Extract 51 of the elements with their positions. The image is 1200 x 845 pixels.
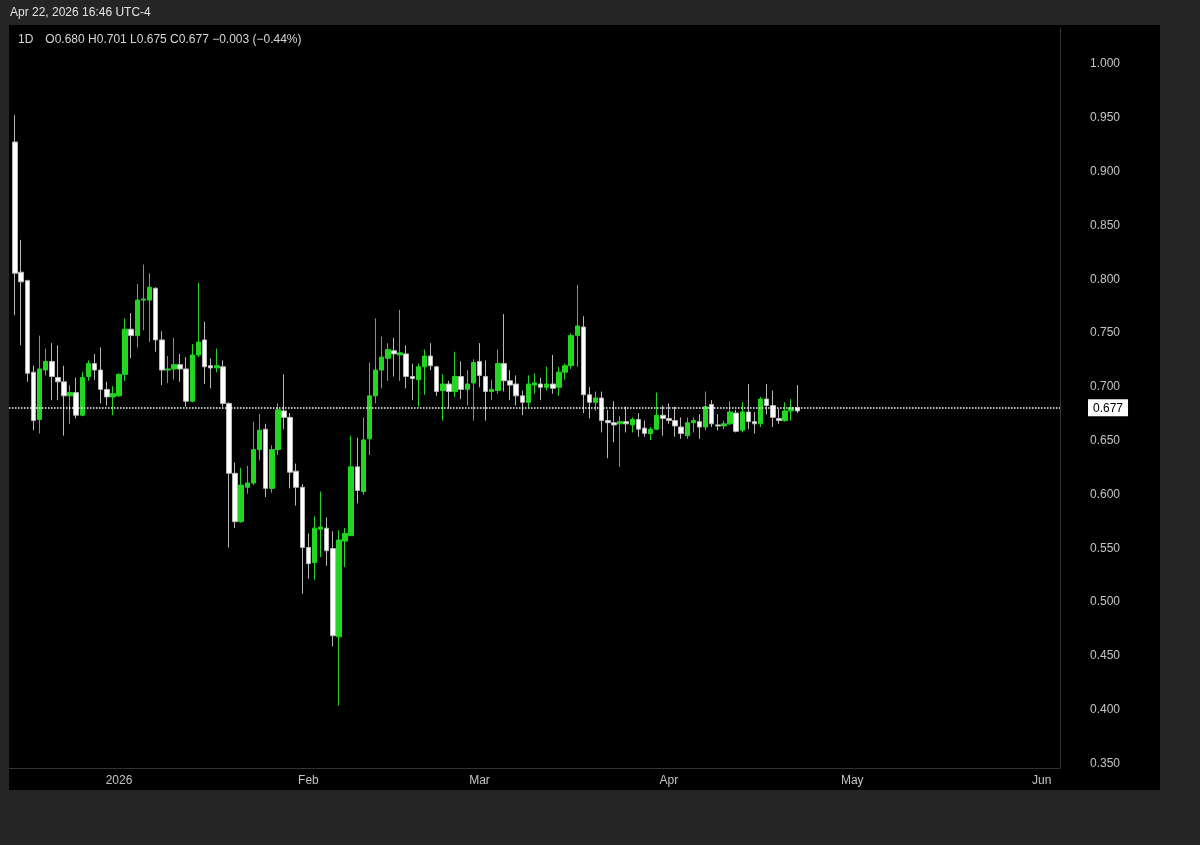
y-tick-label: 0.350 xyxy=(1090,755,1121,770)
candlestick xyxy=(128,312,134,359)
ref-line-label: 0.677 xyxy=(1093,400,1124,415)
y-tick-label: 0.650 xyxy=(1090,432,1121,447)
candlestick xyxy=(397,309,403,382)
candlestick xyxy=(703,391,708,431)
y-tick-label: 0.950 xyxy=(1090,110,1121,125)
candlestick xyxy=(758,396,763,428)
y-tick-label: 0.400 xyxy=(1090,701,1121,716)
y-tick-label: 0.500 xyxy=(1090,594,1121,609)
x-tick-label: Jun xyxy=(1031,773,1052,787)
annotation: O0.680 H0.701 L0.675 C0.677 −0.003 (−0.44%) xyxy=(45,32,302,46)
candlestick xyxy=(452,351,458,398)
candlestick xyxy=(740,401,745,433)
candlestick xyxy=(440,373,446,422)
x-tick-label: Mar xyxy=(469,773,490,787)
candlestick xyxy=(544,366,549,391)
candlestick xyxy=(214,348,220,373)
candlestick xyxy=(617,415,623,468)
candlestick xyxy=(715,413,721,431)
x-tick-label: May xyxy=(840,773,864,787)
candlestick xyxy=(355,437,360,504)
y-tick-label: 0.800 xyxy=(1090,271,1121,286)
candlestick xyxy=(550,354,556,395)
candlestick xyxy=(458,360,464,400)
candlestick xyxy=(263,423,268,498)
candlestick xyxy=(593,391,598,412)
y-tick-label: 0.750 xyxy=(1090,325,1121,340)
candlestick xyxy=(49,342,55,401)
candlestick xyxy=(67,384,73,425)
y-tick-label: 0.850 xyxy=(1090,217,1121,232)
y-tick-label: 0.900 xyxy=(1090,164,1121,179)
x-tick-label: 2026 xyxy=(105,773,133,787)
candlestick xyxy=(428,342,433,371)
x-tick-label: Apr xyxy=(659,773,679,787)
chart-title: 1D xyxy=(18,32,34,46)
y-tick-label: 0.600 xyxy=(1090,486,1121,501)
y-tick-label: 0.550 xyxy=(1090,540,1121,555)
candlestick xyxy=(538,377,543,401)
candlestick xyxy=(630,416,635,433)
text: Apr 22, 2026 16:46 UTC-4 xyxy=(10,5,151,19)
candlestick xyxy=(86,359,91,382)
candlestick xyxy=(697,413,702,440)
candlestick xyxy=(80,371,85,417)
candlestick xyxy=(434,365,439,397)
candlestick xyxy=(391,337,397,377)
candlestick xyxy=(477,342,482,388)
x-tick-label: Feb xyxy=(298,773,320,787)
y-tick-label: 0.450 xyxy=(1090,648,1121,663)
y-tick-label: 1.000 xyxy=(1090,56,1121,71)
y-tick-label: 0.700 xyxy=(1090,379,1121,394)
